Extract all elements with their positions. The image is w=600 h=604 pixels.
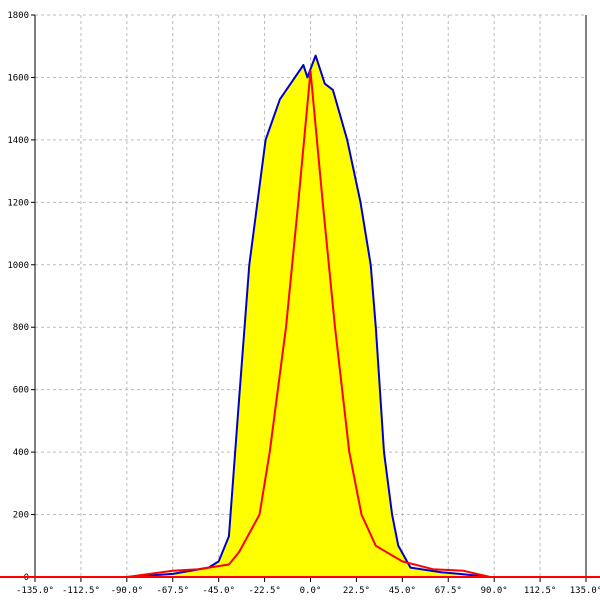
x-tick-label: 112.5° xyxy=(524,586,557,596)
y-tick-label: 800 xyxy=(13,323,29,333)
x-tick-label: 67.5° xyxy=(435,586,462,596)
x-tick-label: 90.0° xyxy=(481,586,508,596)
x-tick-label: -90.0° xyxy=(111,586,144,596)
y-tick-label: 200 xyxy=(13,511,29,521)
x-tick-label: -135.0° xyxy=(16,586,54,596)
x-tick-label: 0.0° xyxy=(300,586,322,596)
series-layer xyxy=(126,54,491,578)
y-tick-label: 1000 xyxy=(7,261,29,271)
x-tick-label: -112.5° xyxy=(62,586,100,596)
y-tick-label: 1400 xyxy=(7,136,29,146)
axes: -135.0° -112.5° -90.0° -67.5° -45.0° -22.5° 0.… xyxy=(0,11,600,596)
y-tick-label: 1800 xyxy=(7,11,29,21)
x-tick-label: 22.5° xyxy=(343,586,370,596)
series-0-area xyxy=(126,55,491,578)
y-tick-label: 600 xyxy=(13,386,29,396)
x-tick-label: 135.0° xyxy=(570,586,600,596)
y-tick-label: 1600 xyxy=(7,73,29,83)
x-tick-label: -45.0° xyxy=(202,586,235,596)
y-tick-label: 1200 xyxy=(7,198,29,208)
x-tick-label: -67.5° xyxy=(156,586,189,596)
x-tick-label: 45.0° xyxy=(389,586,416,596)
series-0-line xyxy=(126,54,491,578)
series-1-line xyxy=(126,70,491,578)
x-tick-label: -22.5° xyxy=(248,586,281,596)
y-tick-label: 400 xyxy=(13,448,29,458)
